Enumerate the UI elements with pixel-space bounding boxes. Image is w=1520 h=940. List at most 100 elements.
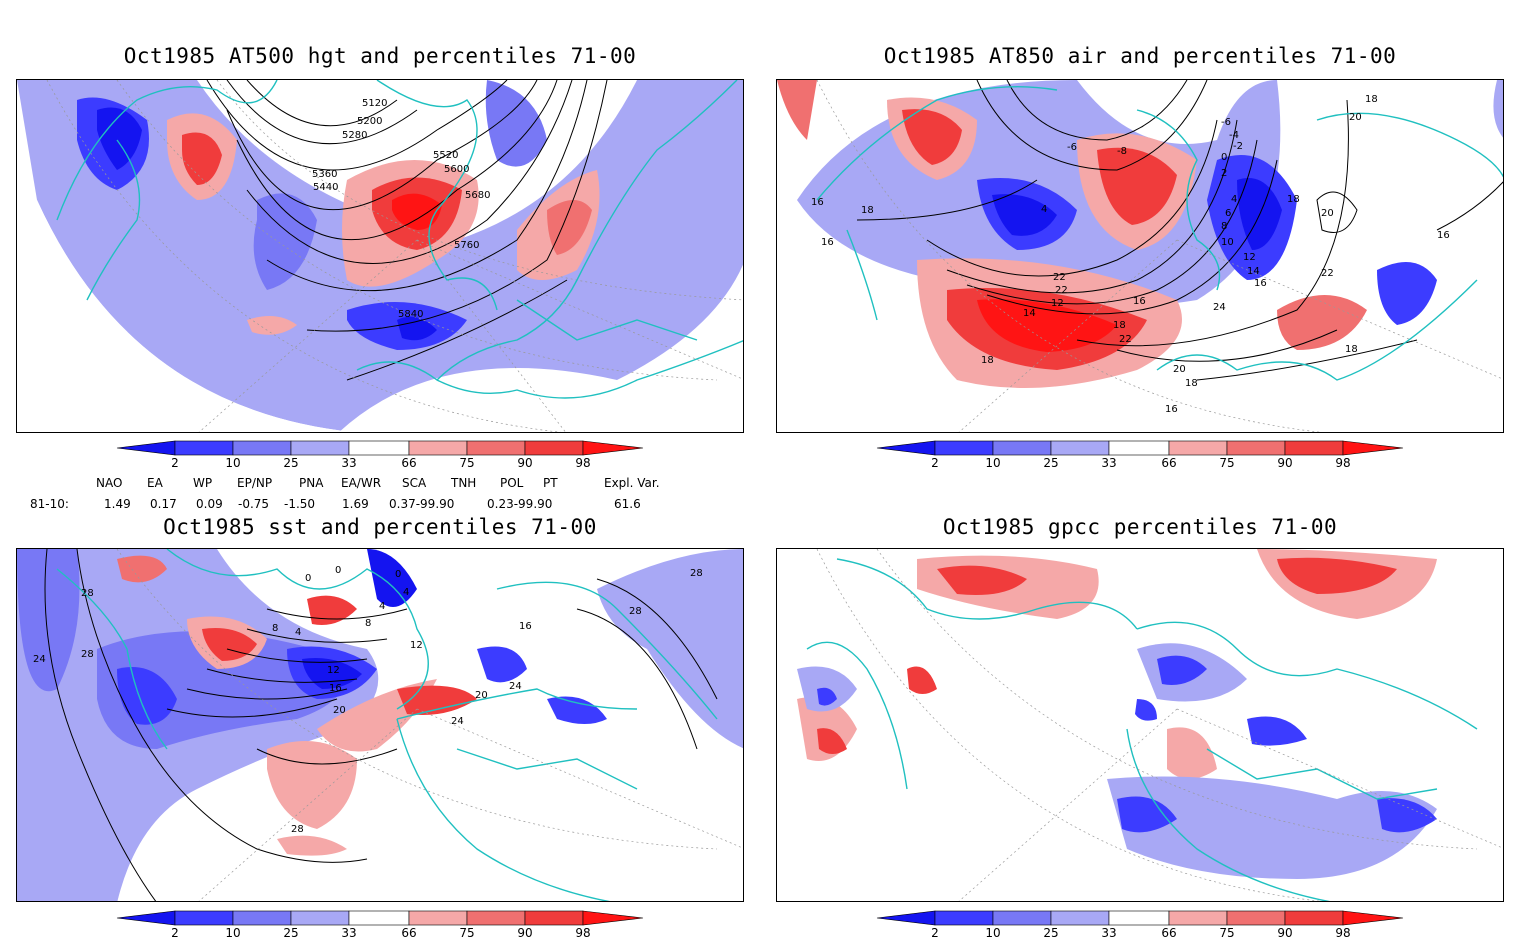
idx-header-eawr: EA/WR: [341, 476, 382, 490]
svg-text:28: 28: [81, 588, 94, 599]
idx-header-ea: EA: [147, 476, 163, 490]
panel-title-gpcc: Oct1985 gpcc percentiles 71-00: [942, 515, 1338, 539]
colorbar-segment: [290, 440, 350, 456]
idx-header-pt: PT: [543, 476, 558, 490]
colorbar-segment: [232, 910, 292, 926]
idx-value-ea: 0.17: [150, 497, 177, 511]
colorbar-tick-label: 90: [517, 456, 533, 470]
colorbar-tick-label: 75: [459, 456, 475, 470]
svg-text:-8: -8: [1117, 146, 1127, 157]
svg-text:-6: -6: [1221, 117, 1231, 128]
idx-value-epnp: -0.75: [238, 497, 270, 511]
svg-text:24: 24: [451, 716, 464, 727]
svg-text:28: 28: [291, 824, 304, 835]
svg-text:5200: 5200: [357, 116, 382, 127]
svg-text:24: 24: [509, 681, 522, 692]
svg-text:22: 22: [1119, 334, 1132, 345]
svg-text:16: 16: [821, 237, 834, 248]
colorbar-segment: [934, 910, 994, 926]
colorbar-tick-label: 66: [1161, 456, 1177, 470]
map-sst: 28 28 28 24 0 0 0 4 4 8 4 8 12 16 20 24 …: [17, 549, 743, 901]
colorbar-arrow-high: [1342, 910, 1404, 926]
svg-text:14: 14: [1023, 308, 1036, 319]
svg-text:0: 0: [395, 569, 401, 580]
svg-text:5120: 5120: [362, 98, 387, 109]
colorbar-segment: [290, 910, 350, 926]
colorbar-tick-label: 75: [1219, 456, 1235, 470]
colorbar-arrow-low: [116, 440, 176, 456]
idx-value-sca-tnh: 0.37-99.90: [389, 497, 455, 511]
svg-text:2: 2: [1221, 168, 1227, 179]
panel-title-sst: Oct1985 sst and percentiles 71-00: [163, 515, 597, 539]
svg-text:5760: 5760: [454, 240, 479, 251]
svg-text:18: 18: [861, 205, 874, 216]
colorbar-arrow-low: [876, 440, 936, 456]
svg-text:16: 16: [329, 683, 342, 694]
svg-text:8: 8: [1221, 221, 1227, 232]
colorbar-hgt: [116, 440, 644, 456]
idx-value-pna: -1.50: [284, 497, 316, 511]
colorbar-tick-label: 98: [575, 456, 591, 470]
idx-header-tnh: TNH: [451, 476, 477, 490]
map-panel-hgt: 5120 5200 5280 5360 5440 5520 5600 5680 …: [16, 79, 744, 433]
svg-text:20: 20: [333, 705, 346, 716]
idx-header-explvar: Expl. Var.: [604, 476, 660, 490]
svg-text:18: 18: [1113, 320, 1126, 331]
colorbar-segment: [992, 440, 1052, 456]
svg-text:12: 12: [327, 665, 340, 676]
svg-text:16: 16: [519, 621, 532, 632]
svg-text:4: 4: [379, 601, 385, 612]
idx-row-label: 81-10:: [30, 497, 69, 511]
contour-labels-hgt: 5120 5200 5280 5360 5440 5520 5600 5680 …: [312, 98, 490, 320]
colorbar-segment: [348, 910, 410, 926]
idx-header-pol: POL: [500, 476, 524, 490]
map-air: 18 20 16 18 16 -6 -4 -2 0 -8 -6 4 2 4 6 …: [777, 80, 1503, 432]
colorbar-segment: [1050, 910, 1110, 926]
colorbar-segment: [174, 440, 234, 456]
colorbar-tick-label: 33: [1101, 926, 1117, 940]
colorbar-tick-label: 10: [985, 926, 1001, 940]
colorbar-gpcc: [876, 910, 1404, 926]
svg-text:12: 12: [1051, 298, 1064, 309]
idx-header-pna: PNA: [299, 476, 324, 490]
colorbar-tick-label: 10: [985, 456, 1001, 470]
svg-text:12: 12: [410, 640, 423, 651]
svg-text:8: 8: [365, 618, 371, 629]
colorbar-tick-label: 66: [401, 456, 417, 470]
colorbar-segment: [408, 440, 468, 456]
idx-value-pol-pt: 0.23-99.90: [487, 497, 553, 511]
colorbar-tick-label: 90: [1277, 926, 1293, 940]
svg-text:14: 14: [1247, 266, 1260, 277]
colorbar-segment: [1168, 440, 1228, 456]
colorbar-tick-label: 33: [341, 456, 357, 470]
colorbar-tick-label: 90: [1277, 456, 1293, 470]
svg-text:5840: 5840: [398, 309, 423, 320]
svg-text:18: 18: [981, 355, 994, 366]
contour-labels-air: 18 20 16 18 16 -6 -4 -2 0 -8 -6 4 2 4 6 …: [811, 94, 1450, 415]
idx-value-wp: 0.09: [196, 497, 223, 511]
colorbar-tick-label: 98: [575, 926, 591, 940]
colorbar-segment: [934, 440, 994, 456]
contour-labels-sst: 28 28 28 24 0 0 0 4 4 8 4 8 12 16 20 24 …: [33, 565, 703, 835]
svg-text:18: 18: [1287, 194, 1300, 205]
colorbar-segment: [174, 910, 234, 926]
svg-text:18: 18: [1365, 94, 1378, 105]
colorbar-arrow-high: [582, 440, 644, 456]
colorbar-tick-label: 25: [1043, 456, 1059, 470]
colorbar-segment: [1226, 910, 1286, 926]
colorbar-tick-label: 10: [225, 926, 241, 940]
colorbar-arrow-low: [876, 910, 936, 926]
svg-text:5520: 5520: [433, 150, 458, 161]
idx-header-epnp: EP/NP: [237, 476, 273, 490]
svg-text:22: 22: [1055, 285, 1068, 296]
colorbar-tick-label: 33: [341, 926, 357, 940]
colorbar-tick-label: 33: [1101, 456, 1117, 470]
svg-text:16: 16: [811, 197, 824, 208]
colorbar-air: [876, 440, 1404, 456]
colorbar-tick-label: 2: [931, 926, 939, 940]
idx-header-nao: NAO: [96, 476, 123, 490]
svg-text:-6: -6: [1067, 142, 1077, 153]
svg-text:22: 22: [1321, 268, 1334, 279]
svg-text:0: 0: [305, 573, 311, 584]
colorbar-tick-label: 2: [171, 456, 179, 470]
